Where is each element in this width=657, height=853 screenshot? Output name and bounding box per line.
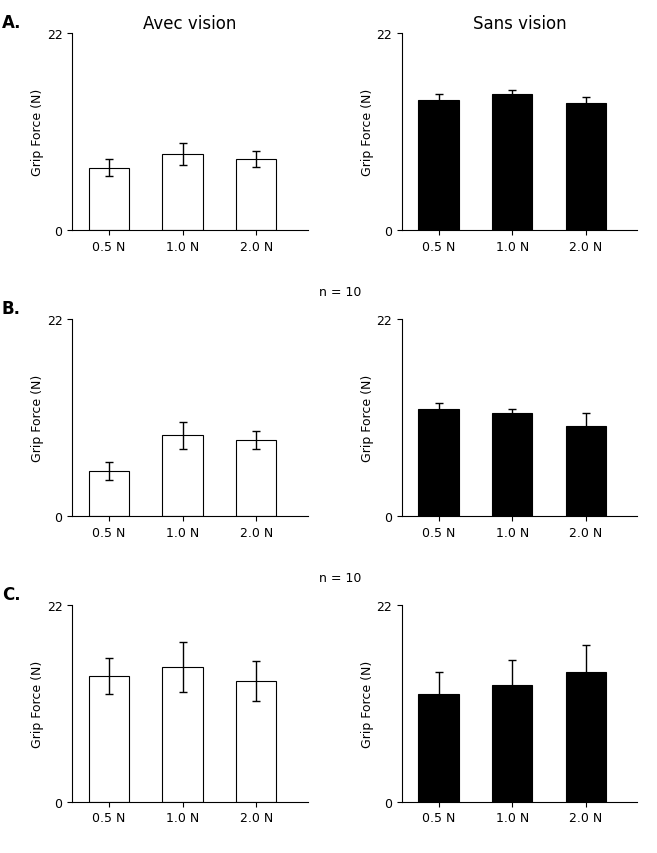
Bar [236,440,277,516]
Y-axis label: Grip Force (N): Grip Force (N) [361,374,374,461]
Title: Sans vision: Sans vision [473,15,566,32]
Title: Avec vision: Avec vision [143,15,237,32]
Bar [492,414,532,516]
Y-axis label: Grip Force (N): Grip Force (N) [361,660,374,747]
Y-axis label: Grip Force (N): Grip Force (N) [361,89,374,176]
Bar [566,104,606,231]
Y-axis label: Grip Force (N): Grip Force (N) [31,374,44,461]
Text: n = 10: n = 10 [319,286,362,299]
Bar [566,426,606,516]
Bar [419,409,459,516]
Bar [492,95,532,231]
Bar [492,686,532,802]
Bar [236,160,277,231]
Bar [162,436,203,516]
Bar [566,672,606,802]
Text: A.: A. [1,15,21,32]
Text: B.: B. [1,300,20,318]
Y-axis label: Grip Force (N): Grip Force (N) [31,89,44,176]
Bar [89,168,129,231]
Bar [236,681,277,802]
Bar [162,668,203,802]
Bar [162,155,203,231]
Bar [89,472,129,516]
Bar [419,694,459,802]
Bar [89,676,129,802]
Text: n = 10: n = 10 [319,572,362,584]
Text: C.: C. [1,585,20,603]
Y-axis label: Grip Force (N): Grip Force (N) [31,660,44,747]
Bar [419,102,459,231]
